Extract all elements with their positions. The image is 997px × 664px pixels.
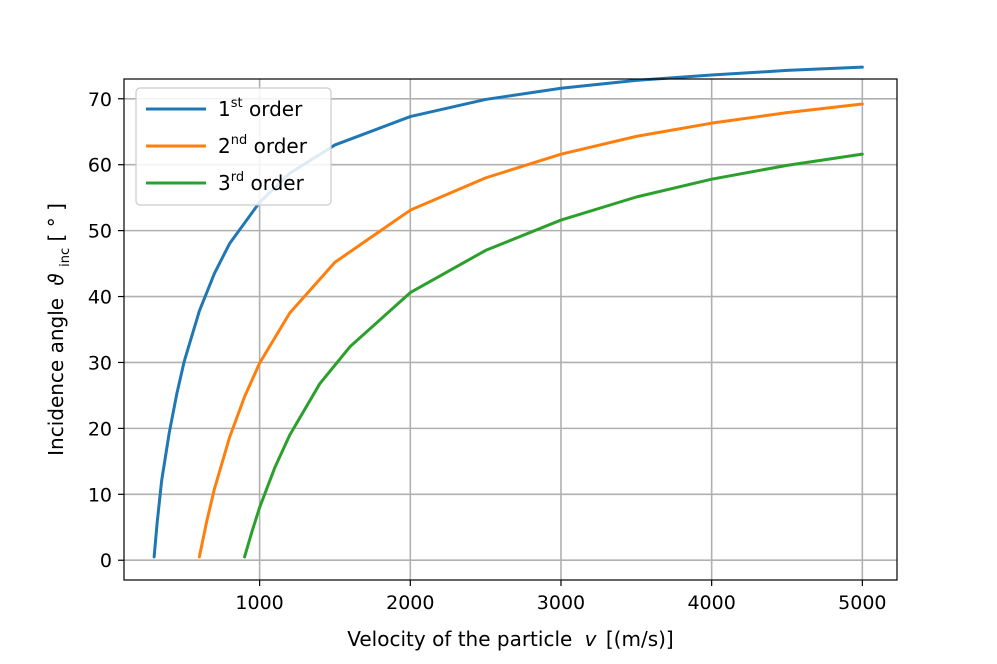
- x-axis-label: Velocity of the particle v [(m/s)]: [347, 627, 673, 651]
- legend-label-1-base: 1: [218, 97, 231, 121]
- y-tick-label: 10: [88, 484, 112, 506]
- y-axis-label-unit: [ ° ]: [44, 203, 68, 241]
- legend: 1st order 2nd order 3rd order: [135, 87, 332, 206]
- plot-frame: [123, 78, 898, 581]
- x-tick-label: 2000: [386, 592, 434, 614]
- x-tick-label: 3000: [537, 592, 585, 614]
- legend-label-3: 3rd order: [218, 170, 305, 195]
- x-tick-label: 4000: [687, 592, 735, 614]
- y-tick-label: 50: [88, 221, 112, 243]
- legend-label-1-sup: st: [231, 96, 243, 111]
- x-axis-label-text: Velocity of the particle: [347, 627, 572, 651]
- x-axis-label-unit: [(m/s)]: [606, 627, 674, 651]
- x-tick-label: 1000: [235, 592, 283, 614]
- legend-label-3-base: 3: [218, 171, 231, 195]
- y-tick-label: 20: [88, 418, 112, 440]
- legend-label-3-sup: rd: [231, 170, 244, 185]
- legend-label-2-base: 2: [218, 134, 231, 158]
- series-line-3: [243, 152, 864, 559]
- y-axis-label: Incidence angle ϑ inc [ ° ]: [44, 203, 74, 456]
- ticks: 1000 2000 3000 4000 5000 0 10 20 30 40 50 60 70: [88, 89, 887, 614]
- legend-label-1: 1st order: [218, 96, 303, 121]
- y-tick-label: 60: [88, 155, 112, 177]
- legend-label-1-rest: order: [243, 97, 303, 121]
- y-tick-label: 40: [88, 287, 112, 309]
- y-tick-label: 30: [88, 352, 112, 374]
- legend-label-3-rest: order: [244, 171, 304, 195]
- y-axis-label-symbol: ϑ: [44, 273, 68, 285]
- x-axis-label-symbol: v: [585, 627, 598, 651]
- y-axis-label-subscript: inc: [58, 248, 73, 267]
- y-tick-label: 0: [100, 550, 112, 572]
- legend-label-2: 2nd order: [218, 133, 308, 158]
- y-axis-label-text: Incidence angle: [44, 298, 68, 456]
- legend-label-2-sup: nd: [231, 133, 248, 148]
- y-tick-label: 70: [88, 89, 112, 111]
- series-line-2: [197, 102, 864, 559]
- x-tick-label: 5000: [838, 592, 886, 614]
- legend-box: [135, 87, 332, 206]
- grid: [124, 79, 897, 580]
- legend-label-2-rest: order: [247, 134, 307, 158]
